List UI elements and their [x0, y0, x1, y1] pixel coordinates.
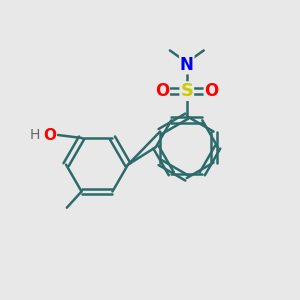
Text: O: O	[44, 128, 56, 142]
Text: S: S	[180, 82, 193, 100]
Text: N: N	[180, 56, 194, 74]
Text: H: H	[29, 128, 40, 142]
Text: O: O	[155, 82, 169, 100]
Text: O: O	[204, 82, 219, 100]
